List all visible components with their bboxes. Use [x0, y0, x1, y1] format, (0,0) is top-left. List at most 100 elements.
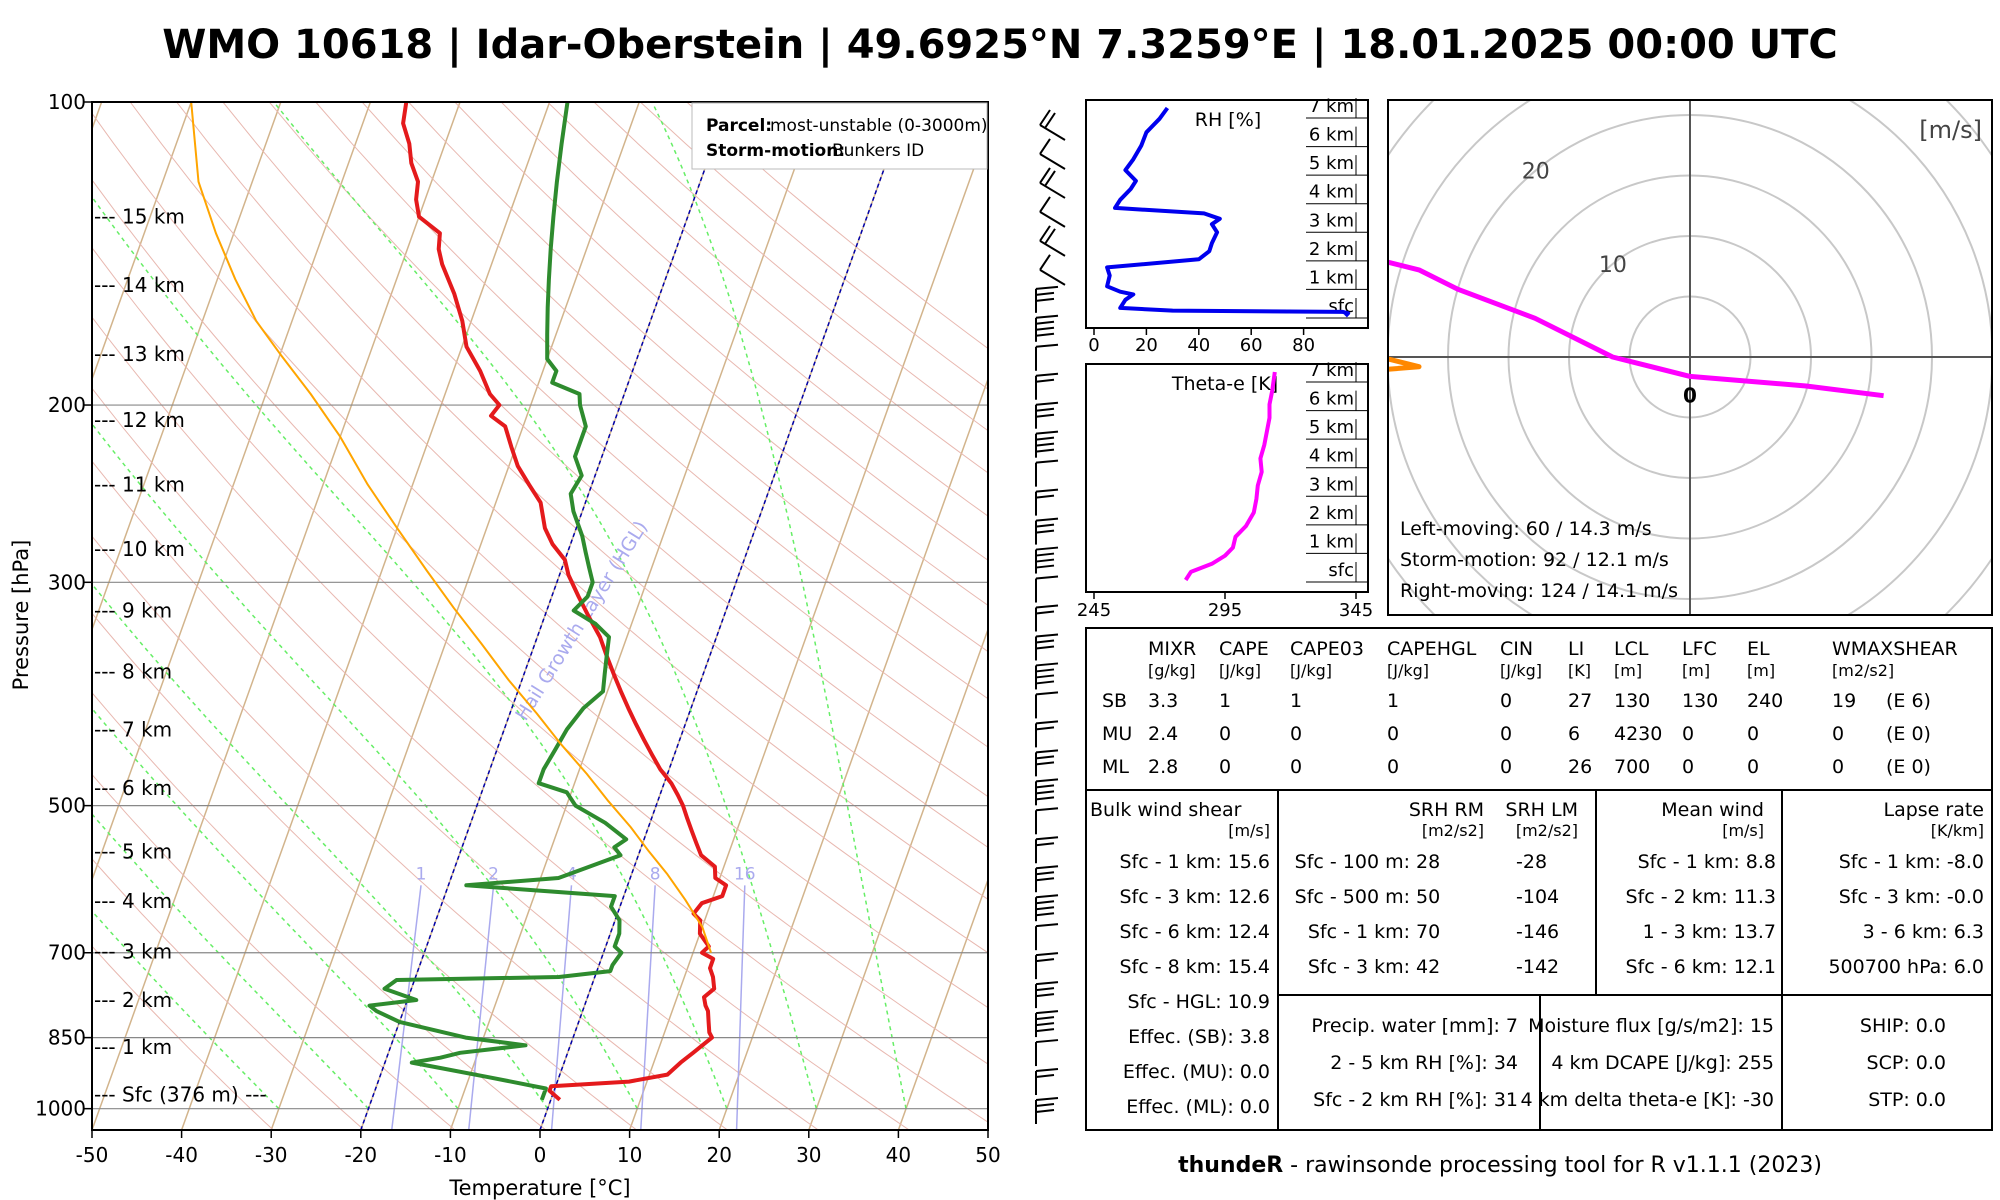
x-tick-label: 20	[706, 1143, 731, 1167]
hodo-segment	[1388, 259, 1884, 399]
param-header: CIN	[1500, 638, 1533, 660]
dry-adiabat	[92, 858, 365, 1130]
param-cell: 0	[1682, 723, 1694, 745]
param-cell: 0	[1290, 723, 1302, 745]
height-label: --- 15 km	[94, 205, 185, 229]
param-unit: [m]	[1747, 661, 1775, 680]
mean-wind-table: Mean wind[m/s] Sfc - 1 km: 8.8 Sfc - 2 km:…	[1625, 799, 1776, 978]
param-cell: 1	[1219, 690, 1231, 712]
km-label: 5 km	[1309, 417, 1354, 438]
height-label: --- 2 km	[94, 988, 172, 1012]
mixing-ratio-line	[390, 885, 422, 1130]
wind-barb	[1035, 894, 1059, 922]
srh-table: SRH RM SRH LM[m2/s2] [m2/s2]Sfc - 100 m: 28…	[1295, 799, 1578, 978]
mean-wind-title: Mean wind	[1661, 799, 1764, 821]
moist-adiabat	[651, 102, 907, 1109]
srh-rm-value: 28	[1416, 851, 1440, 873]
isotherm	[92, 102, 192, 382]
dry-adiabat	[268, 102, 988, 748]
mixing-ratio-line	[640, 885, 656, 1130]
wind-barb	[1035, 778, 1059, 806]
height-label: --- 7 km	[94, 717, 172, 741]
wind-barb	[1035, 865, 1059, 893]
footer-credit: thundeR - rawinsonde processing tool for…	[1178, 1153, 1822, 1178]
wind-barb	[1035, 720, 1059, 748]
thetae-panel: Theta-e [K] sfc 1 km 2 km 3 km 4 km 5 km 6 km 7…	[1077, 360, 1373, 621]
x-tick-label: 10	[617, 1143, 642, 1167]
param-cell: 0	[1219, 723, 1231, 745]
wind-barb	[1035, 459, 1059, 487]
param-cell: 0	[1682, 756, 1694, 778]
dry-adiabat	[408, 102, 988, 607]
dry-adiabat	[92, 535, 728, 1130]
skew-x-label: Temperature [°C]	[448, 1176, 630, 1200]
wind-barb	[1035, 372, 1059, 400]
hodo-left-moving: Left-moving: 60 / 14.3 m/s	[1400, 518, 1652, 540]
param-cell: 19	[1832, 690, 1856, 712]
lapse-row: Sfc - 1 km: -8.0	[1839, 851, 1984, 873]
hodo-ring-label: 30	[1445, 66, 1473, 91]
dewpoint-profile	[367, 102, 629, 1101]
legend-parcel-value: most-unstable (0-3000m)	[770, 116, 988, 136]
param-cell: 0	[1290, 756, 1302, 778]
param-cell: 0	[1832, 756, 1844, 778]
composite-indices-table: SHIP: 0.0 SCP: 0.0 STP: 0.0	[1860, 1015, 1946, 1111]
x-tick-label: 30	[796, 1143, 821, 1167]
dry-adiabat	[222, 102, 988, 798]
param-cell: (E 0)	[1886, 756, 1931, 778]
srh-lm-value: -146	[1516, 921, 1559, 943]
dry-adiabat	[92, 179, 988, 1009]
srh-rm-value: 70	[1416, 921, 1440, 943]
hgl-label: Hail Growth Layer (HGL)	[511, 517, 652, 724]
param-header: EL	[1747, 638, 1770, 660]
km-label: sfc	[1328, 560, 1354, 581]
lapse-title: Lapse rate	[1883, 799, 1984, 821]
legend-parcel-key: Parcel:	[706, 116, 772, 136]
isotherm	[897, 877, 988, 1130]
mean-wind-row: 1 - 3 km: 13.7	[1643, 921, 1776, 943]
isotherm	[718, 376, 988, 1130]
height-label: --- 1 km	[94, 1035, 172, 1059]
hodo-ring-label: 10	[1599, 253, 1627, 278]
dry-adiabat	[454, 102, 988, 561]
param-cell: 1	[1387, 690, 1399, 712]
wind-barb	[1039, 254, 1066, 286]
hodo-right-moving: Right-moving: 124 / 14.1 m/s	[1400, 580, 1678, 602]
param-unit: [g/kg]	[1148, 661, 1195, 680]
param-cell: 1	[1290, 690, 1302, 712]
pressure-tick-label: 850	[48, 1026, 86, 1050]
param-cell: 2.4	[1148, 723, 1178, 745]
pressure-tick-label: 500	[48, 794, 86, 818]
shear-row: Effec. (ML): 0.0	[1126, 1096, 1270, 1118]
srh-rm-value: 42	[1416, 956, 1440, 978]
wind-barb	[1039, 167, 1066, 199]
isotherm	[92, 102, 282, 632]
lapse-unit: [K/km]	[1931, 821, 1984, 840]
isotherm	[360, 102, 730, 1130]
dry-adiabat	[176, 102, 988, 848]
wind-barb	[1035, 807, 1059, 835]
isotherm	[539, 102, 909, 1130]
moisture2-row: 4 km DCAPE [J/kg]: 255	[1551, 1052, 1774, 1074]
srh-rm-unit: [m2/s2]	[1422, 821, 1484, 840]
profile-x-tick: 20	[1135, 335, 1158, 356]
height-label: --- 6 km	[94, 776, 172, 800]
mean-wind-row: Sfc - 2 km: 11.3	[1625, 886, 1776, 908]
height-label: --- 10 km	[94, 537, 185, 561]
param-cell: 0	[1219, 756, 1231, 778]
param-header: LI	[1568, 638, 1584, 660]
param-row-label: SB	[1102, 690, 1127, 712]
dry-adiabat	[92, 945, 274, 1130]
profile-x-tick: 40	[1187, 335, 1210, 356]
height-label: --- 4 km	[94, 889, 172, 913]
dry-adiabat	[92, 612, 637, 1130]
mean-wind-row: Sfc - 6 km: 12.1	[1625, 956, 1776, 978]
wind-barb	[1035, 488, 1059, 516]
km-label: 4 km	[1309, 182, 1354, 203]
wind-barb	[1039, 109, 1066, 141]
index-row: SHIP: 0.0	[1860, 1015, 1946, 1037]
parcel-profile	[190, 102, 712, 954]
wind-barbs-column	[1035, 109, 1066, 1124]
param-cell: 2.8	[1148, 756, 1178, 778]
hodo-ring-label: 20	[1522, 160, 1550, 185]
